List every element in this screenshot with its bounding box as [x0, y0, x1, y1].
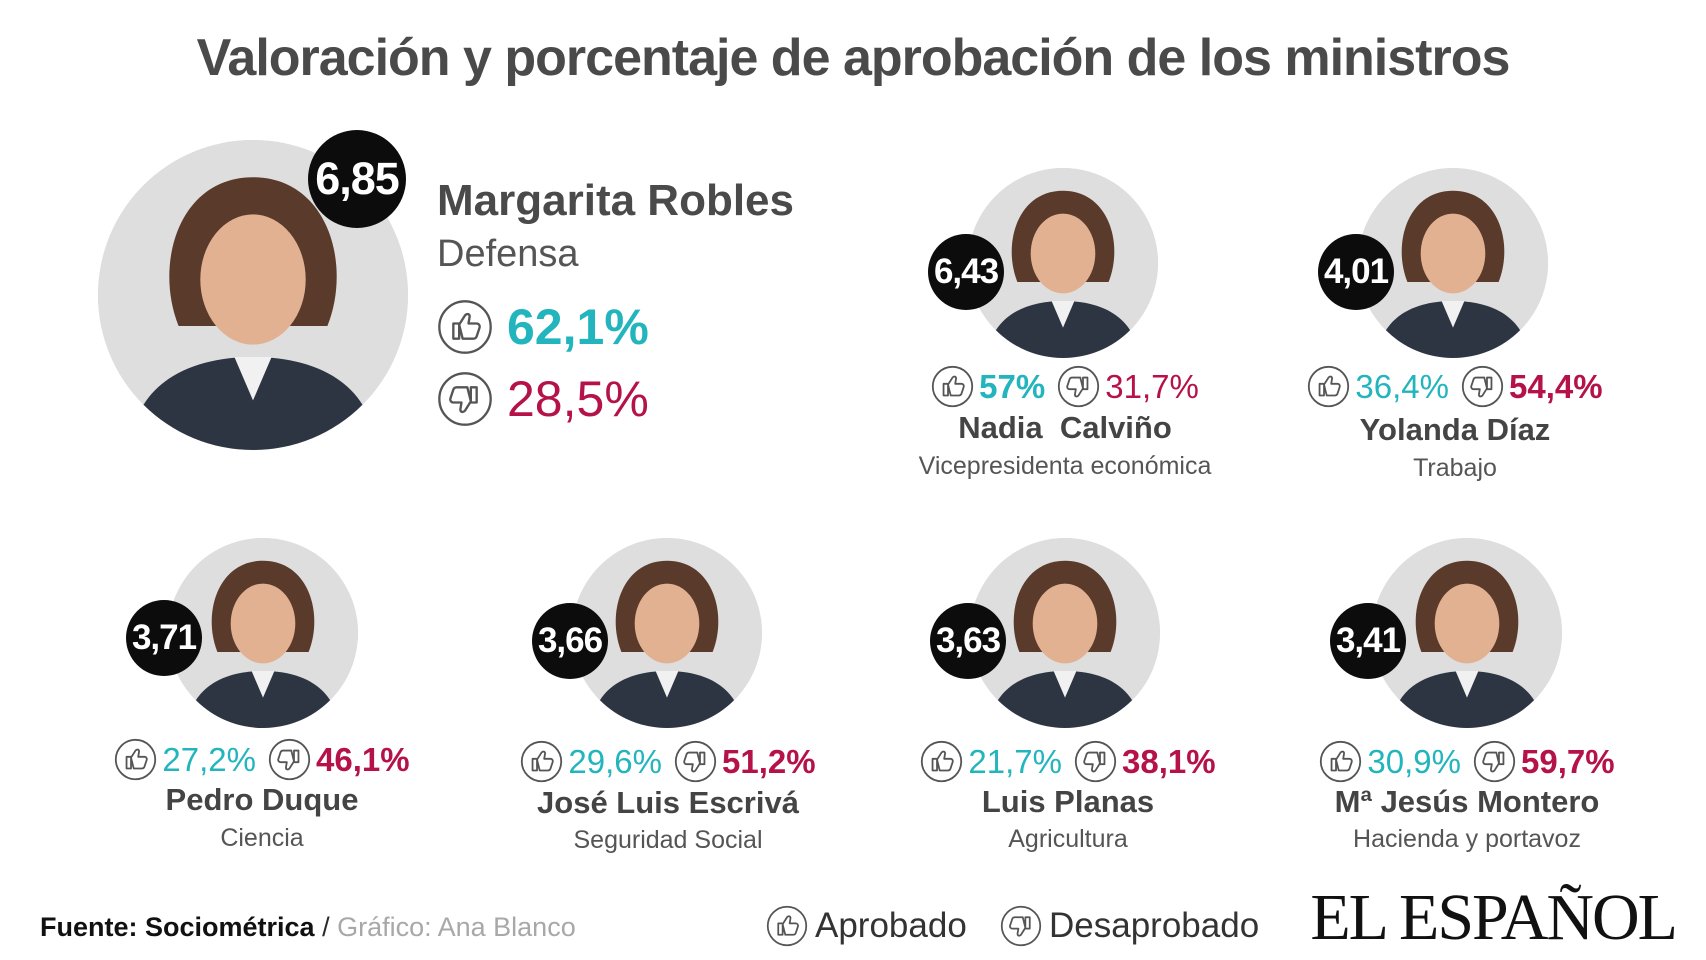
source-credit: Fuente: Sociométrica / Gráfico: Ana Blan… [40, 912, 576, 943]
disapprove-value: 28,5% [507, 371, 649, 427]
minister-name: Pedro Duque [165, 782, 359, 817]
legend-approve: Aprobado [766, 905, 967, 947]
disapprove-value: 31,7% [1105, 367, 1199, 405]
minister-name: José Luis Escrivá [537, 785, 799, 820]
legend-disapprove: Desaprobado [1000, 905, 1259, 947]
thumbs-down-icon [674, 740, 717, 783]
thumbs-up-icon [114, 738, 157, 781]
thumbs-down-icon [268, 738, 311, 781]
el-espanol-logo: EL ESPAÑOL [1310, 881, 1678, 954]
minister-stats: 30,9% 59,7% [1272, 740, 1662, 783]
thumbs-down-icon [1074, 740, 1117, 783]
thumbs-up-icon [1319, 740, 1362, 783]
score-badge: 3,41 [1330, 603, 1406, 679]
score-badge: 6,85 [308, 130, 406, 228]
thumbs-down-icon [1000, 905, 1042, 947]
disapprove-row: 28,5% [437, 370, 649, 428]
thumbs-up-icon [766, 905, 808, 947]
minister-stats: 21,7% 38,1% [878, 740, 1258, 783]
thumbs-up-icon [520, 740, 563, 783]
approve-value: 21,7% [968, 742, 1062, 780]
minister-stats: 29,6% 51,2% [478, 740, 858, 783]
minister-name: Mª Jesús Montero [1334, 784, 1600, 819]
graphic-credit: Gráfico: Ana Blanco [337, 912, 576, 942]
minister-stats: 27,2% 46,1% [72, 738, 452, 781]
approve-row: 62,1% [437, 298, 649, 356]
score-badge: 6,43 [928, 234, 1004, 310]
thumbs-up-icon [1307, 365, 1350, 408]
minister-stats: 57% 31,7% [880, 365, 1250, 408]
minister-name: Margarita Robles [437, 176, 794, 225]
thumbs-up-icon [931, 365, 974, 408]
minister-role: Trabajo [1413, 454, 1497, 482]
thumbs-down-icon [437, 371, 493, 427]
minister-role: Agricultura [1008, 825, 1128, 853]
approve-value: 27,2% [162, 740, 256, 778]
thumbs-up-icon [920, 740, 963, 783]
disapprove-value: 59,7% [1521, 742, 1615, 780]
thumbs-down-icon [1057, 365, 1100, 408]
approve-value: 30,9% [1367, 742, 1461, 780]
legend-disapprove-label: Desaprobado [1049, 906, 1260, 945]
approve-value: 29,6% [568, 742, 662, 780]
chart-title: Valoración y porcentaje de aprobación de… [196, 29, 1511, 87]
approve-value: 36,4% [1355, 367, 1449, 405]
source-separator: / [314, 912, 338, 942]
score-badge: 3,63 [930, 603, 1006, 679]
score-badge: 4,01 [1318, 234, 1394, 310]
minister-name: Nadia Calviño [958, 410, 1172, 445]
disapprove-value: 46,1% [316, 740, 410, 778]
score-badge: 3,71 [126, 600, 202, 676]
minister-role: Hacienda y portavoz [1353, 825, 1581, 853]
thumbs-down-icon [1473, 740, 1516, 783]
disapprove-value: 51,2% [722, 742, 816, 780]
minister-role: Ciencia [220, 824, 304, 852]
thumbs-down-icon [1461, 365, 1504, 408]
minister-role: Vicepresidenta económica [918, 452, 1212, 480]
minister-role: Defensa [437, 233, 579, 275]
disapprove-value: 38,1% [1122, 742, 1216, 780]
minister-name: Yolanda Díaz [1359, 412, 1551, 447]
source-label: Fuente: Sociométrica [40, 912, 315, 942]
minister-role: Seguridad Social [573, 826, 763, 854]
minister-stats: 36,4% 54,4% [1270, 365, 1640, 408]
approve-value: 62,1% [507, 299, 649, 355]
thumbs-up-icon [437, 299, 493, 355]
approve-value: 57% [979, 367, 1046, 405]
disapprove-value: 54,4% [1509, 367, 1603, 405]
score-badge: 3,66 [532, 603, 608, 679]
minister-name: Luis Planas [981, 784, 1155, 819]
legend-approve-label: Aprobado [815, 906, 967, 945]
